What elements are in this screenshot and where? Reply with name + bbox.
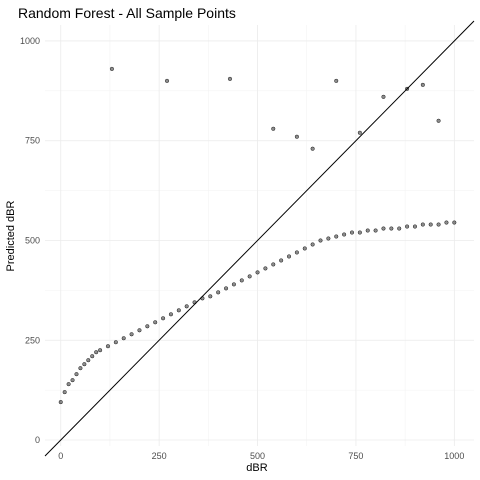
data-point [98, 348, 103, 353]
data-point [428, 222, 433, 227]
data-point [302, 246, 307, 251]
data-point [168, 312, 173, 317]
data-point [231, 282, 236, 287]
y-axis-label: Predicted dBR [5, 200, 17, 271]
data-point [208, 294, 213, 299]
chart-title: Random Forest - All Sample Points [18, 5, 236, 21]
data-point [161, 316, 166, 321]
data-point [444, 220, 449, 225]
data-point [58, 400, 63, 405]
data-point [94, 350, 99, 355]
data-point [82, 362, 87, 367]
identity-reference-line [44, 20, 475, 457]
data-point [412, 224, 418, 229]
grid-layer [45, 25, 474, 446]
reference-line-layer [44, 20, 475, 457]
data-point [326, 236, 331, 241]
y-tick-label: 250 [25, 335, 40, 345]
x-tick-label: 750 [348, 451, 363, 461]
data-point [70, 378, 75, 383]
data-point [357, 230, 362, 235]
data-point [334, 234, 339, 239]
data-point [153, 320, 158, 325]
data-point [294, 250, 299, 255]
x-tick-label: 0 [58, 451, 63, 461]
data-point [286, 254, 292, 259]
data-point [145, 324, 150, 329]
y-tick-label: 1000 [20, 36, 40, 46]
data-point [216, 290, 221, 295]
data-point [318, 238, 323, 243]
data-point [90, 354, 95, 359]
x-axis-label: dBR [246, 462, 267, 474]
tick-labels-layer: 0 250 500 750 1000 0 250 500 750 1000 [20, 36, 464, 461]
data-point [452, 220, 457, 225]
data-point [62, 390, 67, 395]
data-point [78, 366, 83, 371]
x-tick-label: 250 [152, 451, 167, 461]
data-point [310, 242, 315, 247]
data-point [342, 232, 347, 237]
data-point [66, 382, 71, 387]
data-point [436, 222, 441, 227]
data-point [420, 222, 425, 227]
data-point [223, 286, 229, 291]
data-point [105, 344, 111, 349]
data-point [405, 224, 410, 229]
data-point [389, 226, 394, 231]
y-tick-label: 750 [25, 136, 40, 146]
data-point [227, 76, 233, 81]
data-point [294, 134, 299, 139]
data-point [349, 230, 355, 235]
x-tick-label: 500 [250, 451, 265, 461]
y-tick-label: 0 [35, 435, 40, 445]
data-point [184, 304, 189, 309]
data-point [137, 328, 142, 333]
data-point [310, 146, 315, 151]
data-point [365, 228, 370, 233]
data-point [121, 336, 126, 341]
data-point [74, 372, 79, 377]
data-point [436, 118, 441, 123]
data-point [334, 78, 339, 83]
data-point [357, 130, 362, 135]
data-point [373, 228, 378, 233]
data-point [86, 358, 91, 363]
data-point [164, 78, 170, 83]
data-point [239, 278, 244, 283]
data-point [113, 340, 118, 345]
data-point [255, 270, 260, 275]
data-point [397, 226, 402, 231]
data-point [381, 94, 386, 99]
data-point [109, 66, 114, 71]
data-point [247, 274, 252, 279]
data-point [381, 226, 386, 231]
data-point [271, 262, 276, 267]
data-point [271, 126, 276, 131]
data-point [420, 82, 425, 87]
data-point [176, 308, 181, 313]
points-layer [58, 66, 457, 405]
x-tick-label: 1000 [444, 451, 464, 461]
data-point [263, 266, 268, 271]
data-point [279, 258, 284, 263]
y-tick-label: 500 [25, 235, 40, 245]
data-point [129, 332, 134, 337]
